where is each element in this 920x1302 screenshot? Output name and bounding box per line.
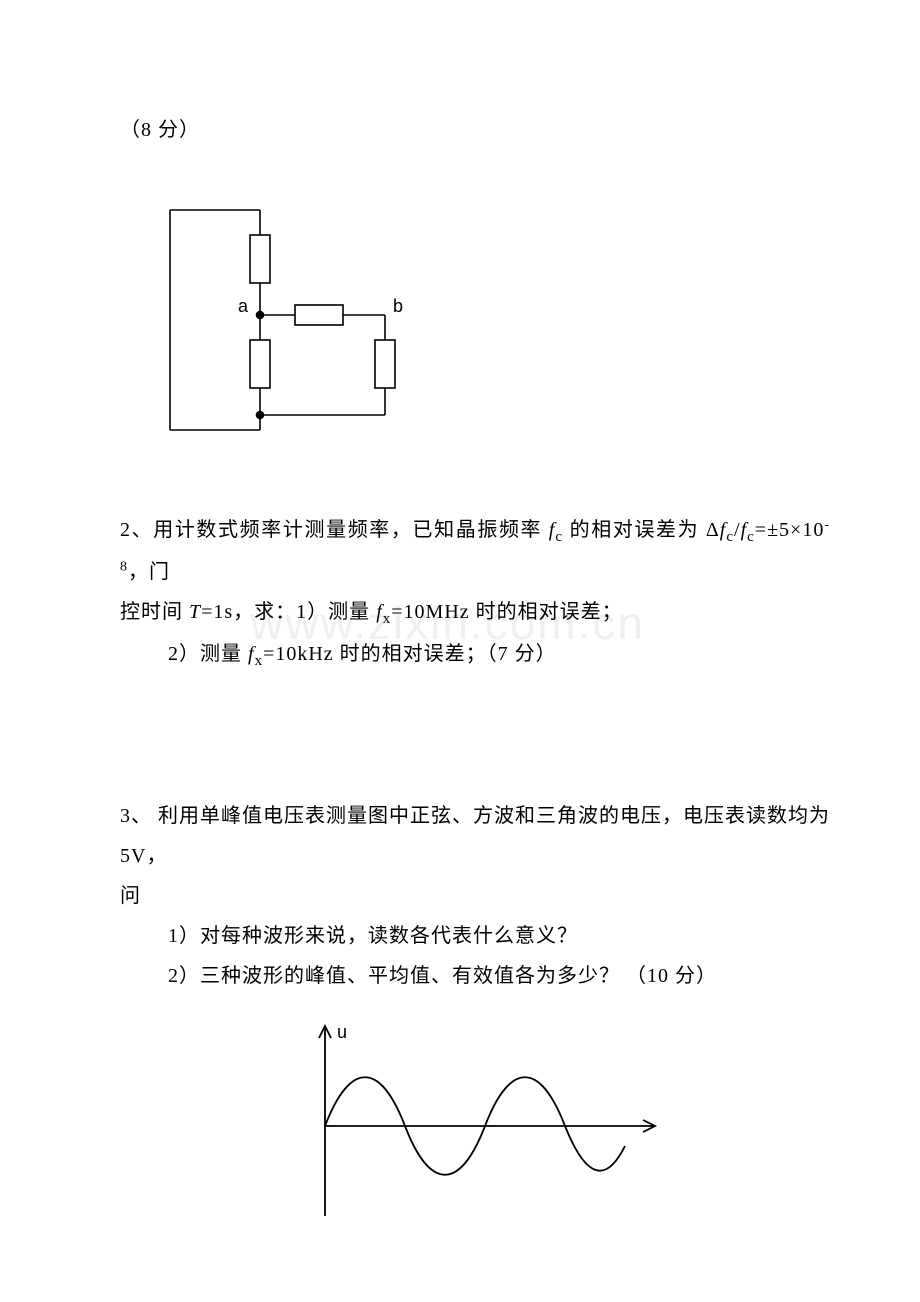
q2-l2-val: =10MHz 时的相对误差； — [391, 601, 622, 623]
circuit-label-b: b — [393, 296, 403, 316]
q2-l2-pre: 控时间 — [120, 601, 189, 623]
q3-line2: 问 — [120, 876, 830, 916]
q1-score: （8 分） — [120, 110, 830, 150]
q2-fc2-sub: c — [747, 529, 755, 545]
q2-fx2-sub: x — [255, 653, 264, 669]
q2-l1-pre: 2、用计数式频率计测量频率，已知晶振频率 — [120, 519, 549, 541]
sine-wave-diagram: u — [285, 1016, 665, 1226]
q2-T: T — [189, 601, 201, 623]
q2-line1: 2、用计数式频率计测量频率，已知晶振频率 fc 的相对误差为 Δfc/fc=±5… — [120, 510, 830, 592]
q2-fc-sub: c — [555, 529, 563, 545]
q3-sub2: 2）三种波形的峰值、平均值、有效值各为多少？ （10 分） — [120, 956, 830, 996]
q2-line2: 控时间 T=1s，求：1）测量 fx=10MHz 时的相对误差； — [120, 592, 830, 634]
q2-l2-eq: =1s，求：1）测量 — [201, 601, 376, 623]
q2-l1-eq: =±5×10 — [755, 519, 825, 541]
q2-delta1: Δ — [706, 519, 720, 541]
q2-fx-sub: x — [383, 611, 392, 627]
q3-line1: 3、 利用单峰值电压表测量图中正弦、方波和三角波的电压，电压表读数均为 5V， — [120, 796, 830, 876]
circuit-diagram: a b — [150, 200, 410, 440]
content-area: （8 分） — [120, 110, 830, 1226]
q3-sub1: 1）对每种波形来说，读数各代表什么意义？ — [120, 916, 830, 956]
q2-l1-tail: ，门 — [128, 561, 170, 583]
q2-l3-pre: 2）测量 — [168, 643, 248, 665]
q2-dfc-sub: c — [726, 529, 734, 545]
q2-line3: 2）测量 fx=10kHz 时的相对误差；（7 分） — [120, 634, 830, 676]
q2-l1-mid: 的相对误差为 — [563, 519, 706, 541]
q2-l3-val: =10kHz 时的相对误差；（7 分） — [263, 643, 557, 665]
wave-axis-label-u: u — [337, 1022, 347, 1042]
circuit-label-a: a — [238, 296, 249, 316]
page: www.zixin.com.cn （8 分） — [0, 0, 920, 1302]
